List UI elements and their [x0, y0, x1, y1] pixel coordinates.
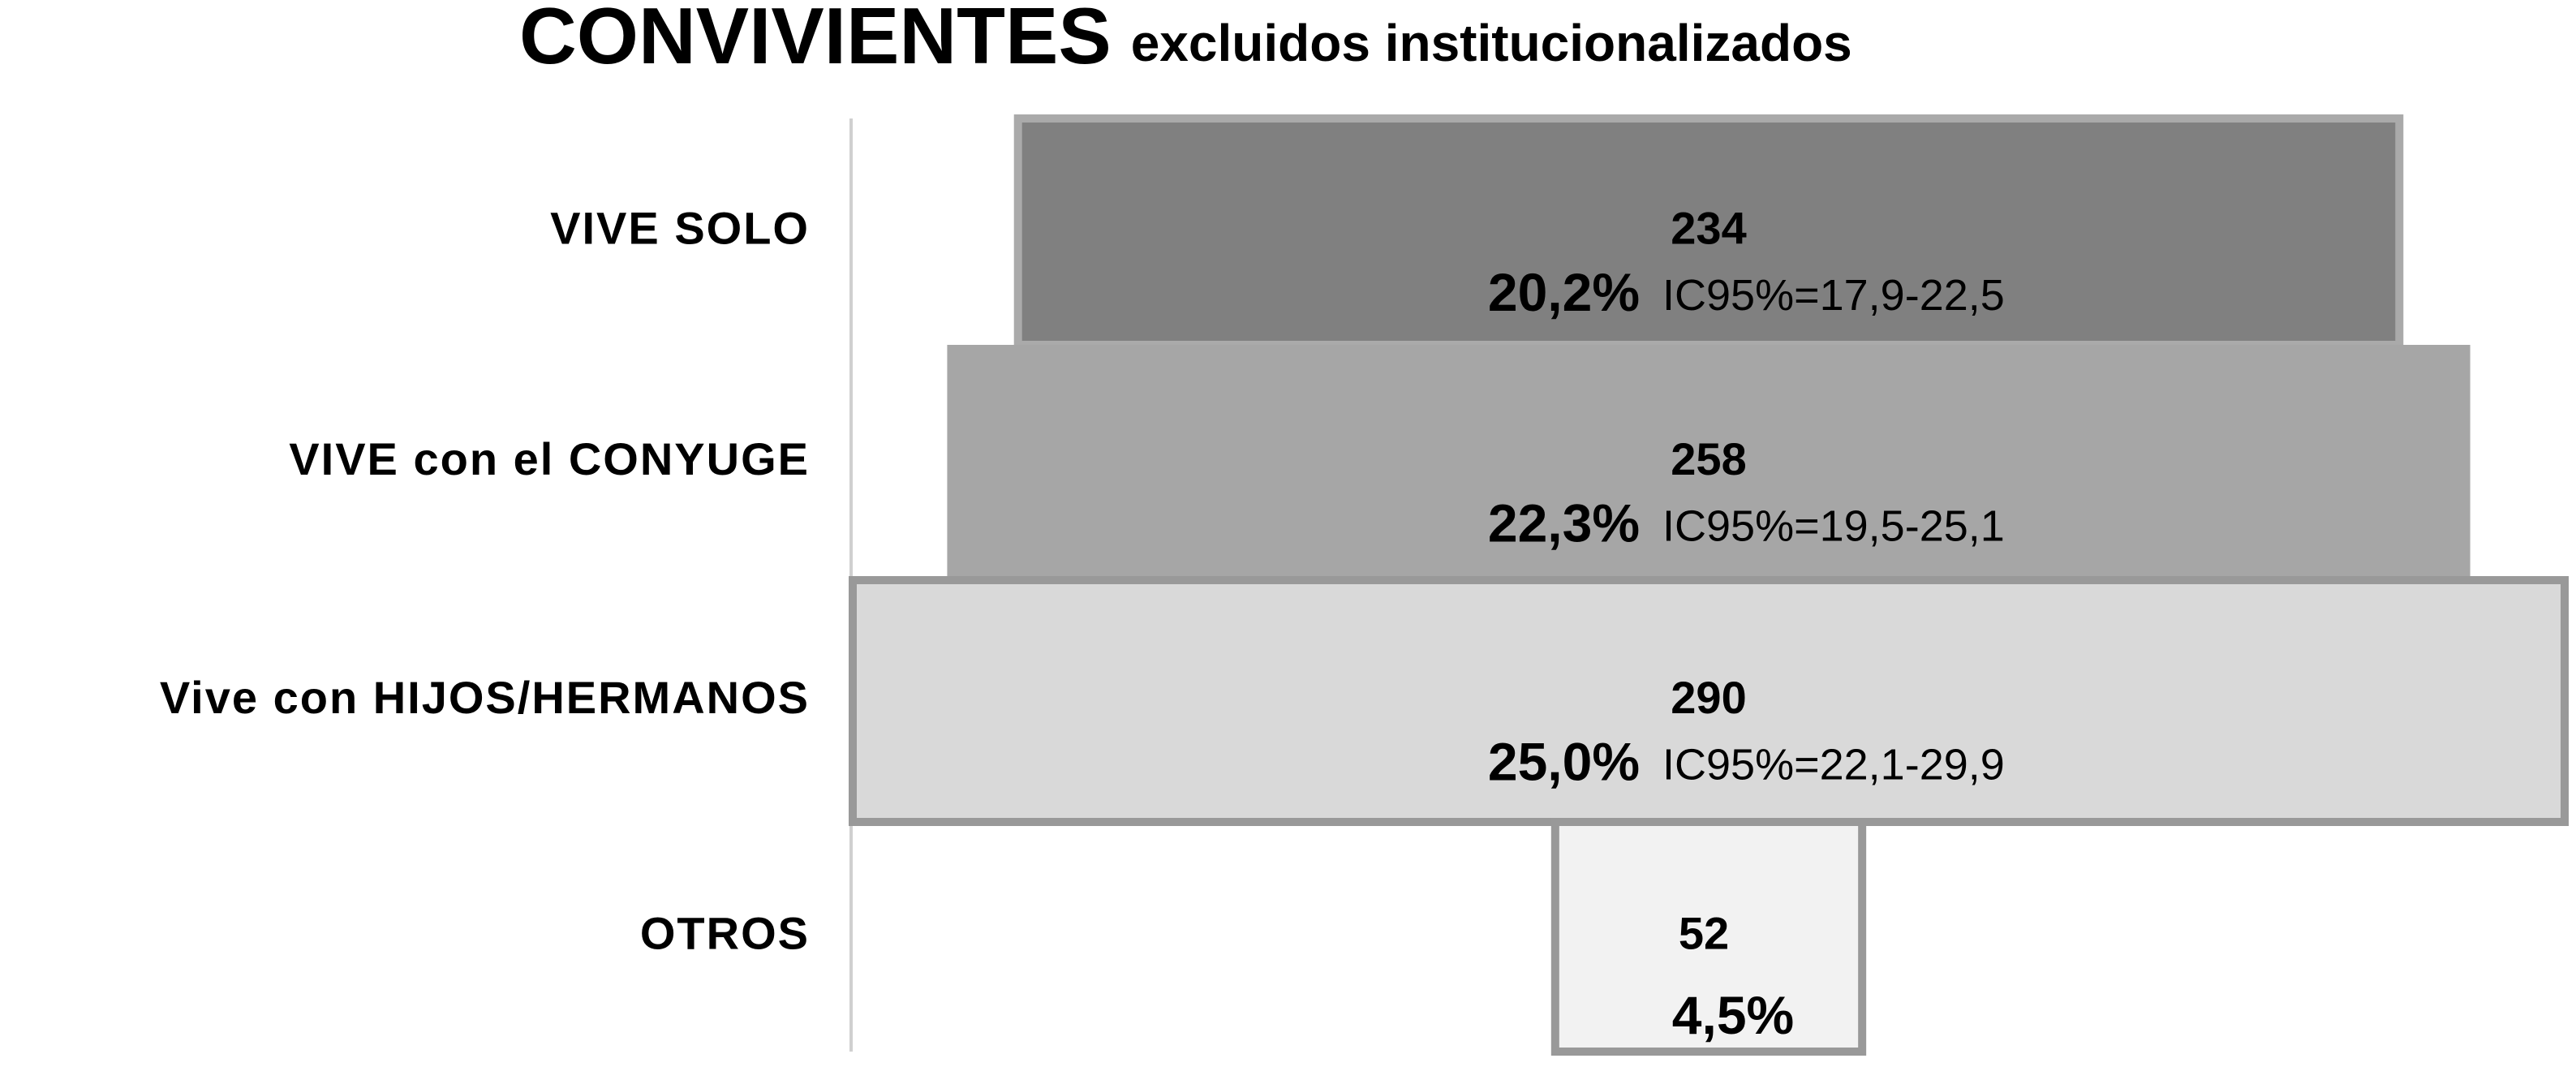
count-label: 290 — [1671, 672, 1746, 723]
percent-label: 25,0% — [1488, 731, 1640, 791]
percent-label: 4,5% — [1672, 985, 1794, 1045]
count-label: 258 — [1671, 433, 1746, 484]
bar — [1550, 818, 1867, 1056]
bar — [947, 345, 2471, 580]
chart-title: CONVIVIENTES — [519, 0, 1112, 80]
chart-subtitle: excluidos institucionalizados — [1131, 14, 1852, 72]
ci-label: IC95%=19,5-25,1 — [1662, 501, 2005, 550]
count-label: 52 — [1679, 907, 1729, 958]
count-label: 234 — [1671, 202, 1746, 253]
category-label: VIVE con el CONYUGE — [289, 433, 810, 484]
percent-label: 20,2% — [1488, 262, 1640, 322]
ci-label: IC95%=22,1-29,9 — [1662, 740, 2005, 789]
percent-label: 22,3% — [1488, 493, 1640, 553]
category-label: Vive con HIJOS/HERMANOS — [160, 672, 810, 723]
category-label: OTROS — [640, 907, 810, 958]
category-label: VIVE SOLO — [550, 202, 810, 253]
ci-label: IC95%=17,9-22,5 — [1662, 271, 2005, 320]
